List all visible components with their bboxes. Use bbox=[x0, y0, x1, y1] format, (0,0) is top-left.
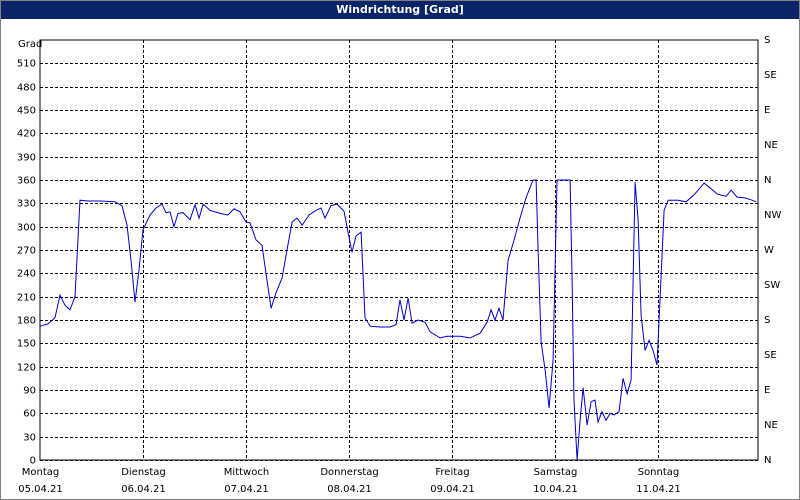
y-tick-label: 300 bbox=[17, 223, 36, 234]
y-tick-label: 360 bbox=[17, 176, 36, 187]
y2-tick-label: S bbox=[764, 35, 770, 46]
y-tick-label: 240 bbox=[17, 269, 36, 280]
x-tick-label: Montag bbox=[22, 467, 59, 478]
x-tick-date: 08.04.21 bbox=[327, 484, 372, 495]
y2-tick-label: NE bbox=[764, 140, 778, 151]
y-tick-label: 480 bbox=[17, 83, 36, 94]
y-axis-label: Grad bbox=[18, 39, 42, 50]
x-tick-date: 05.04.21 bbox=[18, 484, 63, 495]
y-tick-label: 150 bbox=[17, 339, 36, 350]
y-tick-label: 270 bbox=[17, 246, 36, 257]
y-tick-label: 510 bbox=[17, 59, 36, 70]
chart-title: Windrichtung [Grad] bbox=[336, 3, 464, 16]
y2-tick-label: SW bbox=[764, 280, 780, 291]
y-tick-label: 330 bbox=[17, 199, 36, 210]
y2-tick-label: N bbox=[764, 175, 771, 186]
title-bar bbox=[1, 1, 799, 19]
y2-tick-label: W bbox=[764, 245, 774, 256]
x-tick-label: Samstag bbox=[534, 467, 578, 478]
x-tick-date: 11.04.21 bbox=[636, 484, 681, 495]
x-tick-label: Dienstag bbox=[121, 467, 166, 478]
x-tick-label: Freitag bbox=[435, 467, 469, 478]
y-tick-label: 0 bbox=[30, 456, 36, 467]
y-tick-label: 120 bbox=[17, 363, 36, 374]
y2-tick-label: SE bbox=[764, 70, 777, 81]
x-tick-label: Sonntag bbox=[638, 467, 680, 478]
y2-tick-label: SE bbox=[764, 350, 777, 361]
y-tick-label: 210 bbox=[17, 293, 36, 304]
y2-tick-label: NE bbox=[764, 420, 778, 431]
y-tick-label: 60 bbox=[23, 409, 36, 420]
y-tick-label: 450 bbox=[17, 106, 36, 117]
y2-tick-label: E bbox=[764, 105, 770, 116]
y-tick-label: 90 bbox=[23, 386, 36, 397]
x-tick-date: 10.04.21 bbox=[533, 484, 578, 495]
x-tick-date: 07.04.21 bbox=[224, 484, 269, 495]
x-tick-label: Mittwoch bbox=[224, 467, 269, 478]
x-tick-date: 09.04.21 bbox=[430, 484, 475, 495]
y2-tick-label: S bbox=[764, 315, 770, 326]
y-tick-label: 420 bbox=[17, 129, 36, 140]
y-tick-label: 30 bbox=[23, 433, 36, 444]
y-tick-label: 180 bbox=[17, 316, 36, 327]
y2-tick-label: NW bbox=[764, 210, 781, 221]
x-tick-label: Donnerstag bbox=[320, 467, 378, 478]
y-tick-label: 390 bbox=[17, 153, 36, 164]
y2-tick-label: E bbox=[764, 385, 770, 396]
y2-tick-label: N bbox=[764, 455, 771, 466]
data-line bbox=[39, 179, 757, 461]
x-tick-date: 06.04.21 bbox=[121, 484, 166, 495]
